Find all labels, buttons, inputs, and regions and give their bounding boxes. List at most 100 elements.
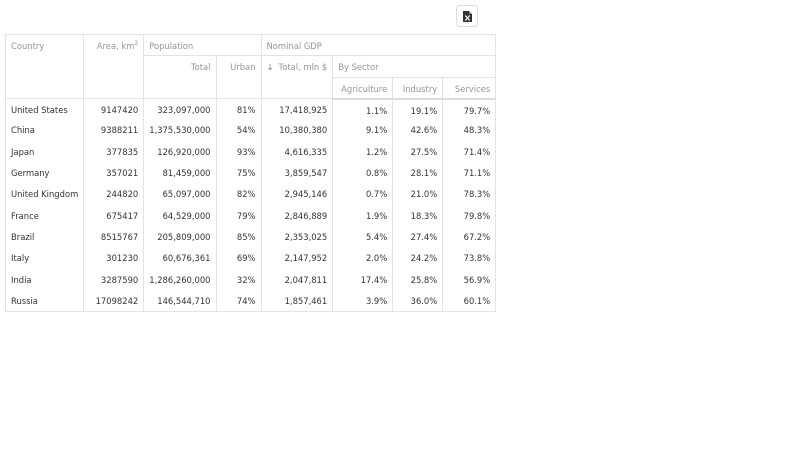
cell-gdp-total[interactable]: 1,857,461 bbox=[260, 290, 334, 312]
cell-population-total[interactable]: 1,286,260,000 bbox=[143, 268, 217, 291]
cell-gdp-total[interactable]: 2,047,811 bbox=[260, 268, 334, 291]
cell-services[interactable]: 60.1% bbox=[442, 290, 497, 312]
cell-industry[interactable]: 27.4% bbox=[392, 226, 444, 248]
cell-population-urban[interactable]: 74% bbox=[215, 290, 262, 312]
table-row[interactable]: India 3287590 1,286,260,000 32% 2,047,81… bbox=[4, 268, 497, 291]
table-row[interactable]: France 675417 64,529,000 79% 2,846,889 1… bbox=[4, 204, 497, 227]
cell-services[interactable]: 71.4% bbox=[442, 141, 497, 163]
table-row[interactable]: China 9388211 1,375,530,000 54% 10,380,3… bbox=[4, 119, 497, 142]
cell-agriculture[interactable]: 1.2% bbox=[332, 141, 394, 163]
cell-agriculture[interactable]: 5.4% bbox=[332, 226, 394, 248]
cell-industry[interactable]: 21.0% bbox=[392, 183, 444, 205]
column-header-population-urban[interactable]: Urban bbox=[215, 55, 262, 99]
cell-population-urban[interactable]: 82% bbox=[215, 183, 262, 205]
table-row[interactable]: United Kingdom 244820 65,097,000 82% 2,9… bbox=[4, 183, 497, 205]
cell-country[interactable]: France bbox=[4, 204, 85, 227]
cell-gdp-total[interactable]: 2,147,952 bbox=[260, 247, 334, 269]
cell-area[interactable]: 301230 bbox=[83, 247, 145, 269]
cell-area[interactable]: 9147420 bbox=[83, 98, 145, 120]
cell-agriculture[interactable]: 0.8% bbox=[332, 162, 394, 184]
cell-population-total[interactable]: 81,459,000 bbox=[143, 162, 217, 184]
cell-population-total[interactable]: 146,544,710 bbox=[143, 290, 217, 312]
cell-services[interactable]: 79.7% bbox=[442, 98, 497, 120]
cell-population-urban[interactable]: 54% bbox=[215, 119, 262, 142]
cell-agriculture[interactable]: 2.0% bbox=[332, 247, 394, 269]
cell-industry[interactable]: 18.3% bbox=[392, 204, 444, 227]
column-header-gdp-total[interactable]: ↓ Total, mln $ bbox=[260, 55, 334, 99]
cell-country[interactable]: Italy bbox=[4, 247, 85, 269]
cell-industry[interactable]: 24.2% bbox=[392, 247, 444, 269]
cell-area[interactable]: 377835 bbox=[83, 141, 145, 163]
cell-area[interactable]: 8515767 bbox=[83, 226, 145, 248]
cell-services[interactable]: 78.3% bbox=[442, 183, 497, 205]
cell-country[interactable]: China bbox=[4, 119, 85, 142]
cell-gdp-total[interactable]: 3,859,547 bbox=[260, 162, 334, 184]
cell-population-urban[interactable]: 93% bbox=[215, 141, 262, 163]
table-row[interactable]: United States 9147420 323,097,000 81% 17… bbox=[4, 98, 497, 120]
cell-gdp-total[interactable]: 2,353,025 bbox=[260, 226, 334, 248]
cell-agriculture[interactable]: 3.9% bbox=[332, 290, 394, 312]
cell-population-total[interactable]: 64,529,000 bbox=[143, 204, 217, 227]
table-row[interactable]: Japan 377835 126,920,000 93% 4,616,335 1… bbox=[4, 141, 497, 163]
cell-industry[interactable]: 19.1% bbox=[392, 98, 444, 120]
cell-country[interactable]: Japan bbox=[4, 141, 85, 163]
cell-area[interactable]: 357021 bbox=[83, 162, 145, 184]
cell-population-urban[interactable]: 79% bbox=[215, 204, 262, 227]
cell-industry[interactable]: 36.0% bbox=[392, 290, 444, 312]
cell-population-total[interactable]: 126,920,000 bbox=[143, 141, 217, 163]
cell-agriculture[interactable]: 1.1% bbox=[332, 98, 394, 120]
cell-country[interactable]: United States bbox=[4, 98, 85, 120]
cell-services[interactable]: 71.1% bbox=[442, 162, 497, 184]
cell-agriculture[interactable]: 17.4% bbox=[332, 268, 394, 291]
cell-country[interactable]: Germany bbox=[4, 162, 85, 184]
cell-population-urban[interactable]: 69% bbox=[215, 247, 262, 269]
cell-area[interactable]: 9388211 bbox=[83, 119, 145, 142]
cell-services[interactable]: 73.8% bbox=[442, 247, 497, 269]
cell-services[interactable]: 56.9% bbox=[442, 268, 497, 291]
column-header-services[interactable]: Services bbox=[442, 77, 497, 100]
cell-gdp-total[interactable]: 4,616,335 bbox=[260, 141, 334, 163]
cell-country[interactable]: Brazil bbox=[4, 226, 85, 248]
cell-industry[interactable]: 28.1% bbox=[392, 162, 444, 184]
cell-agriculture[interactable]: 1.9% bbox=[332, 204, 394, 227]
column-header-area[interactable]: Area, km2 bbox=[83, 34, 145, 99]
cell-agriculture[interactable]: 9.1% bbox=[332, 119, 394, 142]
cell-agriculture[interactable]: 0.7% bbox=[332, 183, 394, 205]
table-row[interactable]: Italy 301230 60,676,361 69% 2,147,952 2.… bbox=[4, 247, 497, 269]
cell-population-urban[interactable]: 81% bbox=[215, 98, 262, 120]
cell-country[interactable]: United Kingdom bbox=[4, 183, 85, 205]
cell-area[interactable]: 3287590 bbox=[83, 268, 145, 291]
cell-industry[interactable]: 42.6% bbox=[392, 119, 444, 142]
cell-population-total[interactable]: 323,097,000 bbox=[143, 98, 217, 120]
table-row[interactable]: Brazil 8515767 205,809,000 85% 2,353,025… bbox=[4, 226, 497, 248]
cell-country[interactable]: Russia bbox=[4, 290, 85, 312]
cell-area[interactable]: 675417 bbox=[83, 204, 145, 227]
cell-services[interactable]: 48.3% bbox=[442, 119, 497, 142]
table-row[interactable]: Russia 17098242 146,544,710 74% 1,857,46… bbox=[4, 290, 497, 312]
cell-services[interactable]: 79.8% bbox=[442, 204, 497, 227]
cell-country[interactable]: India bbox=[4, 268, 85, 291]
cell-population-total[interactable]: 65,097,000 bbox=[143, 183, 217, 205]
data-grid: Country Area, km2 Population Nominal GDP… bbox=[4, 34, 497, 312]
column-header-population-total[interactable]: Total bbox=[143, 55, 217, 99]
cell-gdp-total[interactable]: 17,418,925 bbox=[260, 98, 334, 120]
cell-population-urban[interactable]: 85% bbox=[215, 226, 262, 248]
column-header-agriculture[interactable]: Agriculture bbox=[332, 77, 394, 100]
cell-services[interactable]: 67.2% bbox=[442, 226, 497, 248]
cell-industry[interactable]: 25.8% bbox=[392, 268, 444, 291]
column-header-country[interactable]: Country bbox=[4, 34, 85, 99]
cell-gdp-total[interactable]: 2,945,146 bbox=[260, 183, 334, 205]
cell-population-urban[interactable]: 32% bbox=[215, 268, 262, 291]
cell-industry[interactable]: 27.5% bbox=[392, 141, 444, 163]
cell-population-urban[interactable]: 75% bbox=[215, 162, 262, 184]
cell-population-total[interactable]: 60,676,361 bbox=[143, 247, 217, 269]
cell-gdp-total[interactable]: 10,380,380 bbox=[260, 119, 334, 142]
cell-population-total[interactable]: 1,375,530,000 bbox=[143, 119, 217, 142]
table-row[interactable]: Germany 357021 81,459,000 75% 3,859,547 … bbox=[4, 162, 497, 184]
export-excel-button[interactable] bbox=[456, 5, 478, 27]
cell-population-total[interactable]: 205,809,000 bbox=[143, 226, 217, 248]
cell-area[interactable]: 17098242 bbox=[83, 290, 145, 312]
column-header-industry[interactable]: Industry bbox=[392, 77, 444, 100]
cell-gdp-total[interactable]: 2,846,889 bbox=[260, 204, 334, 227]
cell-area[interactable]: 244820 bbox=[83, 183, 145, 205]
